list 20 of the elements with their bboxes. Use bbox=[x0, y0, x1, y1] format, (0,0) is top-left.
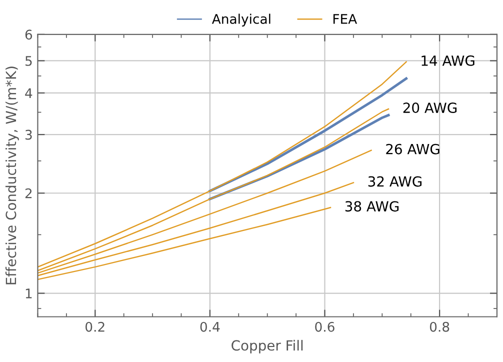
annotation: 38 AWG bbox=[345, 201, 399, 212]
annotation: 14 AWG bbox=[422, 55, 474, 66]
annotation: 26 AWG bbox=[386, 144, 440, 154]
x-tick-label: 0.4 bbox=[200, 322, 220, 332]
y-tick-label: 1 bbox=[26, 288, 32, 298]
line-series bbox=[38, 206, 332, 280]
annotation: 32 AWG bbox=[368, 176, 422, 187]
x-axis-title: Copper Fill bbox=[232, 340, 303, 354]
annotation: 20 AWG bbox=[403, 102, 457, 114]
y-tick-label: 4 bbox=[25, 88, 32, 98]
x-tick-label: 0.8 bbox=[430, 322, 450, 332]
legend-label: Analyical bbox=[212, 14, 270, 26]
y-tick-label: 5 bbox=[25, 56, 32, 66]
y-tick-label: 3 bbox=[25, 130, 32, 140]
legend-label: FEA bbox=[333, 14, 358, 24]
x-tick-label: 0.6 bbox=[315, 322, 334, 332]
y-tick-label: 2 bbox=[25, 188, 32, 198]
y-axis-title: Effective Conductivity, W/(m*K) bbox=[5, 66, 19, 284]
x-tick-label: 0.2 bbox=[86, 322, 104, 332]
y-tick-label: 6 bbox=[25, 30, 32, 40]
